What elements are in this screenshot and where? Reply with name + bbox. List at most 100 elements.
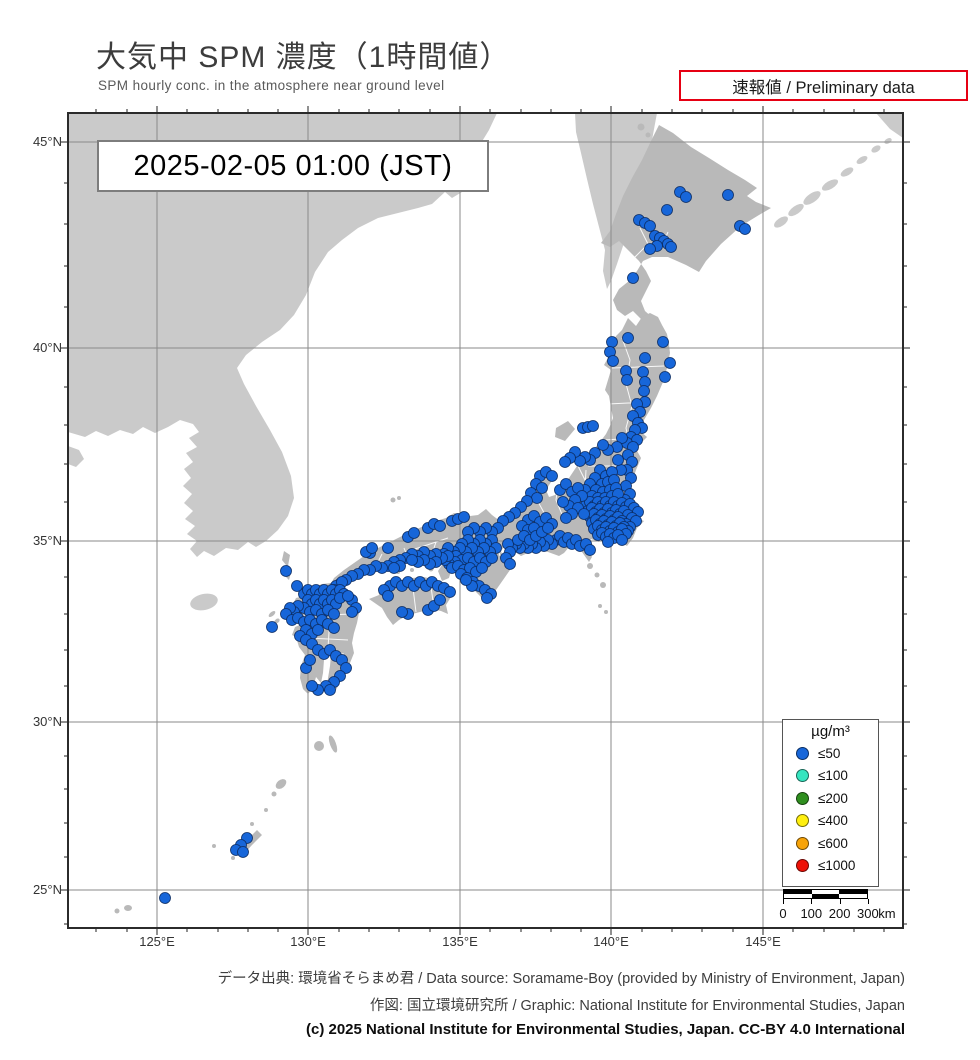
station-dot: [644, 243, 656, 255]
legend-color-dot: [796, 814, 809, 828]
legend-color-dot: [796, 769, 809, 783]
legend-label: ≤50: [818, 745, 841, 761]
station-dot: [616, 432, 628, 444]
legend-color-dot: [796, 836, 809, 850]
station-dot: [597, 439, 609, 451]
station-dot: [306, 680, 318, 692]
station-dot: [328, 622, 340, 634]
station-dot: [346, 606, 358, 618]
station-dot: [458, 511, 470, 523]
station-dot: [340, 662, 352, 674]
station-dot: [559, 456, 571, 468]
station-dot: [476, 562, 488, 574]
footer-data-source: データ出典: 環境省そらまめ君 / Data source: Soramame-…: [217, 971, 905, 987]
lat-tick-label: 45°N: [32, 134, 62, 149]
scale-bar-segments: [783, 889, 868, 899]
station-dot: [638, 385, 650, 397]
station-dot: [444, 586, 456, 598]
map-frame: [67, 112, 904, 929]
station-dot: [560, 478, 572, 490]
station-dot: [587, 420, 599, 432]
footer-graphic-credit: 作図: 国立環境研究所 / Graphic: National Institut…: [369, 998, 905, 1014]
legend-row: ≤100: [783, 765, 878, 788]
station-dot: [536, 482, 548, 494]
scale-tick: [811, 899, 813, 904]
preliminary-data-badge: 速報値 / Preliminary data: [679, 70, 968, 101]
station-dot: [546, 470, 558, 482]
station-dot: [680, 191, 692, 203]
station-dot: [280, 565, 292, 577]
scale-tick: [783, 899, 784, 904]
station-dot: [312, 624, 324, 636]
scale-bar: 0 100 200 300 km: [779, 889, 903, 929]
station-dots: [159, 186, 751, 904]
footer-copyright: (c) 2025 National Institute for Environm…: [305, 1021, 905, 1038]
timestamp-box: 2025-02-05 01:00 (JST): [97, 140, 489, 192]
station-dot: [607, 355, 619, 367]
scale-label: 0: [779, 906, 787, 921]
scale-tick: [839, 899, 841, 904]
station-dot: [408, 527, 420, 539]
station-dot: [237, 846, 249, 858]
station-dot: [342, 590, 354, 602]
lat-tick-label: 40°N: [32, 340, 62, 355]
station-dot: [637, 366, 649, 378]
timestamp-text: 2025-02-05 01:00 (JST): [133, 149, 453, 182]
station-dot: [659, 371, 671, 383]
legend-row: ≤200: [783, 787, 878, 810]
station-dot: [406, 554, 418, 566]
station-dot: [622, 332, 634, 344]
station-dot: [388, 562, 400, 574]
legend-color-dot: [796, 791, 809, 805]
station-dot: [504, 558, 516, 570]
legend-row: ≤1000: [783, 855, 878, 878]
legend-label: ≤100: [818, 768, 848, 784]
station-dot: [460, 574, 472, 586]
station-dot: [639, 352, 651, 364]
station-dot: [328, 608, 340, 620]
scale-label: 200: [828, 906, 851, 921]
station-dot: [644, 220, 656, 232]
legend-row: ≤600: [783, 832, 878, 855]
station-dot: [602, 536, 614, 548]
station-dot: [434, 520, 446, 532]
station-dot: [486, 552, 498, 564]
station-dot: [722, 189, 734, 201]
station-dot: [366, 542, 378, 554]
station-dot: [627, 272, 639, 284]
station-dot: [616, 534, 628, 546]
legend-color-dot: [796, 746, 809, 760]
station-dot: [324, 684, 336, 696]
station-dot: [481, 592, 493, 604]
legend-label: ≤200: [818, 790, 848, 806]
legend-label: ≤400: [818, 813, 848, 829]
station-dot: [304, 654, 316, 666]
station-dot: [661, 204, 673, 216]
station-dot: [266, 621, 278, 633]
station-dot: [382, 542, 394, 554]
station-dot: [159, 892, 171, 904]
legend-label: ≤1000: [818, 858, 856, 874]
station-dot: [606, 336, 618, 348]
station-dot: [396, 606, 408, 618]
lat-tick-label: 35°N: [32, 533, 62, 548]
legend: µg/m³ ≤50 ≤100 ≤200 ≤400 ≤600 ≤1000: [782, 719, 879, 887]
legend-rows: ≤50 ≤100 ≤200 ≤400 ≤600 ≤1000: [783, 742, 878, 877]
station-dot: [739, 223, 751, 235]
landmass-continent: [68, 113, 903, 611]
lon-tick-label: 140°E: [593, 934, 629, 949]
legend-row: ≤50: [783, 742, 878, 765]
lat-tick-label: 25°N: [32, 882, 62, 897]
legend-unit: µg/m³: [811, 723, 850, 740]
station-dot: [434, 594, 446, 606]
lon-tick-label: 135°E: [442, 934, 478, 949]
scale-tick: [867, 899, 869, 904]
lon-tick-label: 125°E: [139, 934, 175, 949]
page-title: 大気中 SPM 濃度（1時間値）: [96, 41, 511, 74]
page-subtitle: SPM hourly conc. in the atmosphere near …: [98, 78, 445, 93]
station-dot: [612, 454, 624, 466]
station-dot: [382, 590, 394, 602]
scale-label: 100: [800, 906, 823, 921]
